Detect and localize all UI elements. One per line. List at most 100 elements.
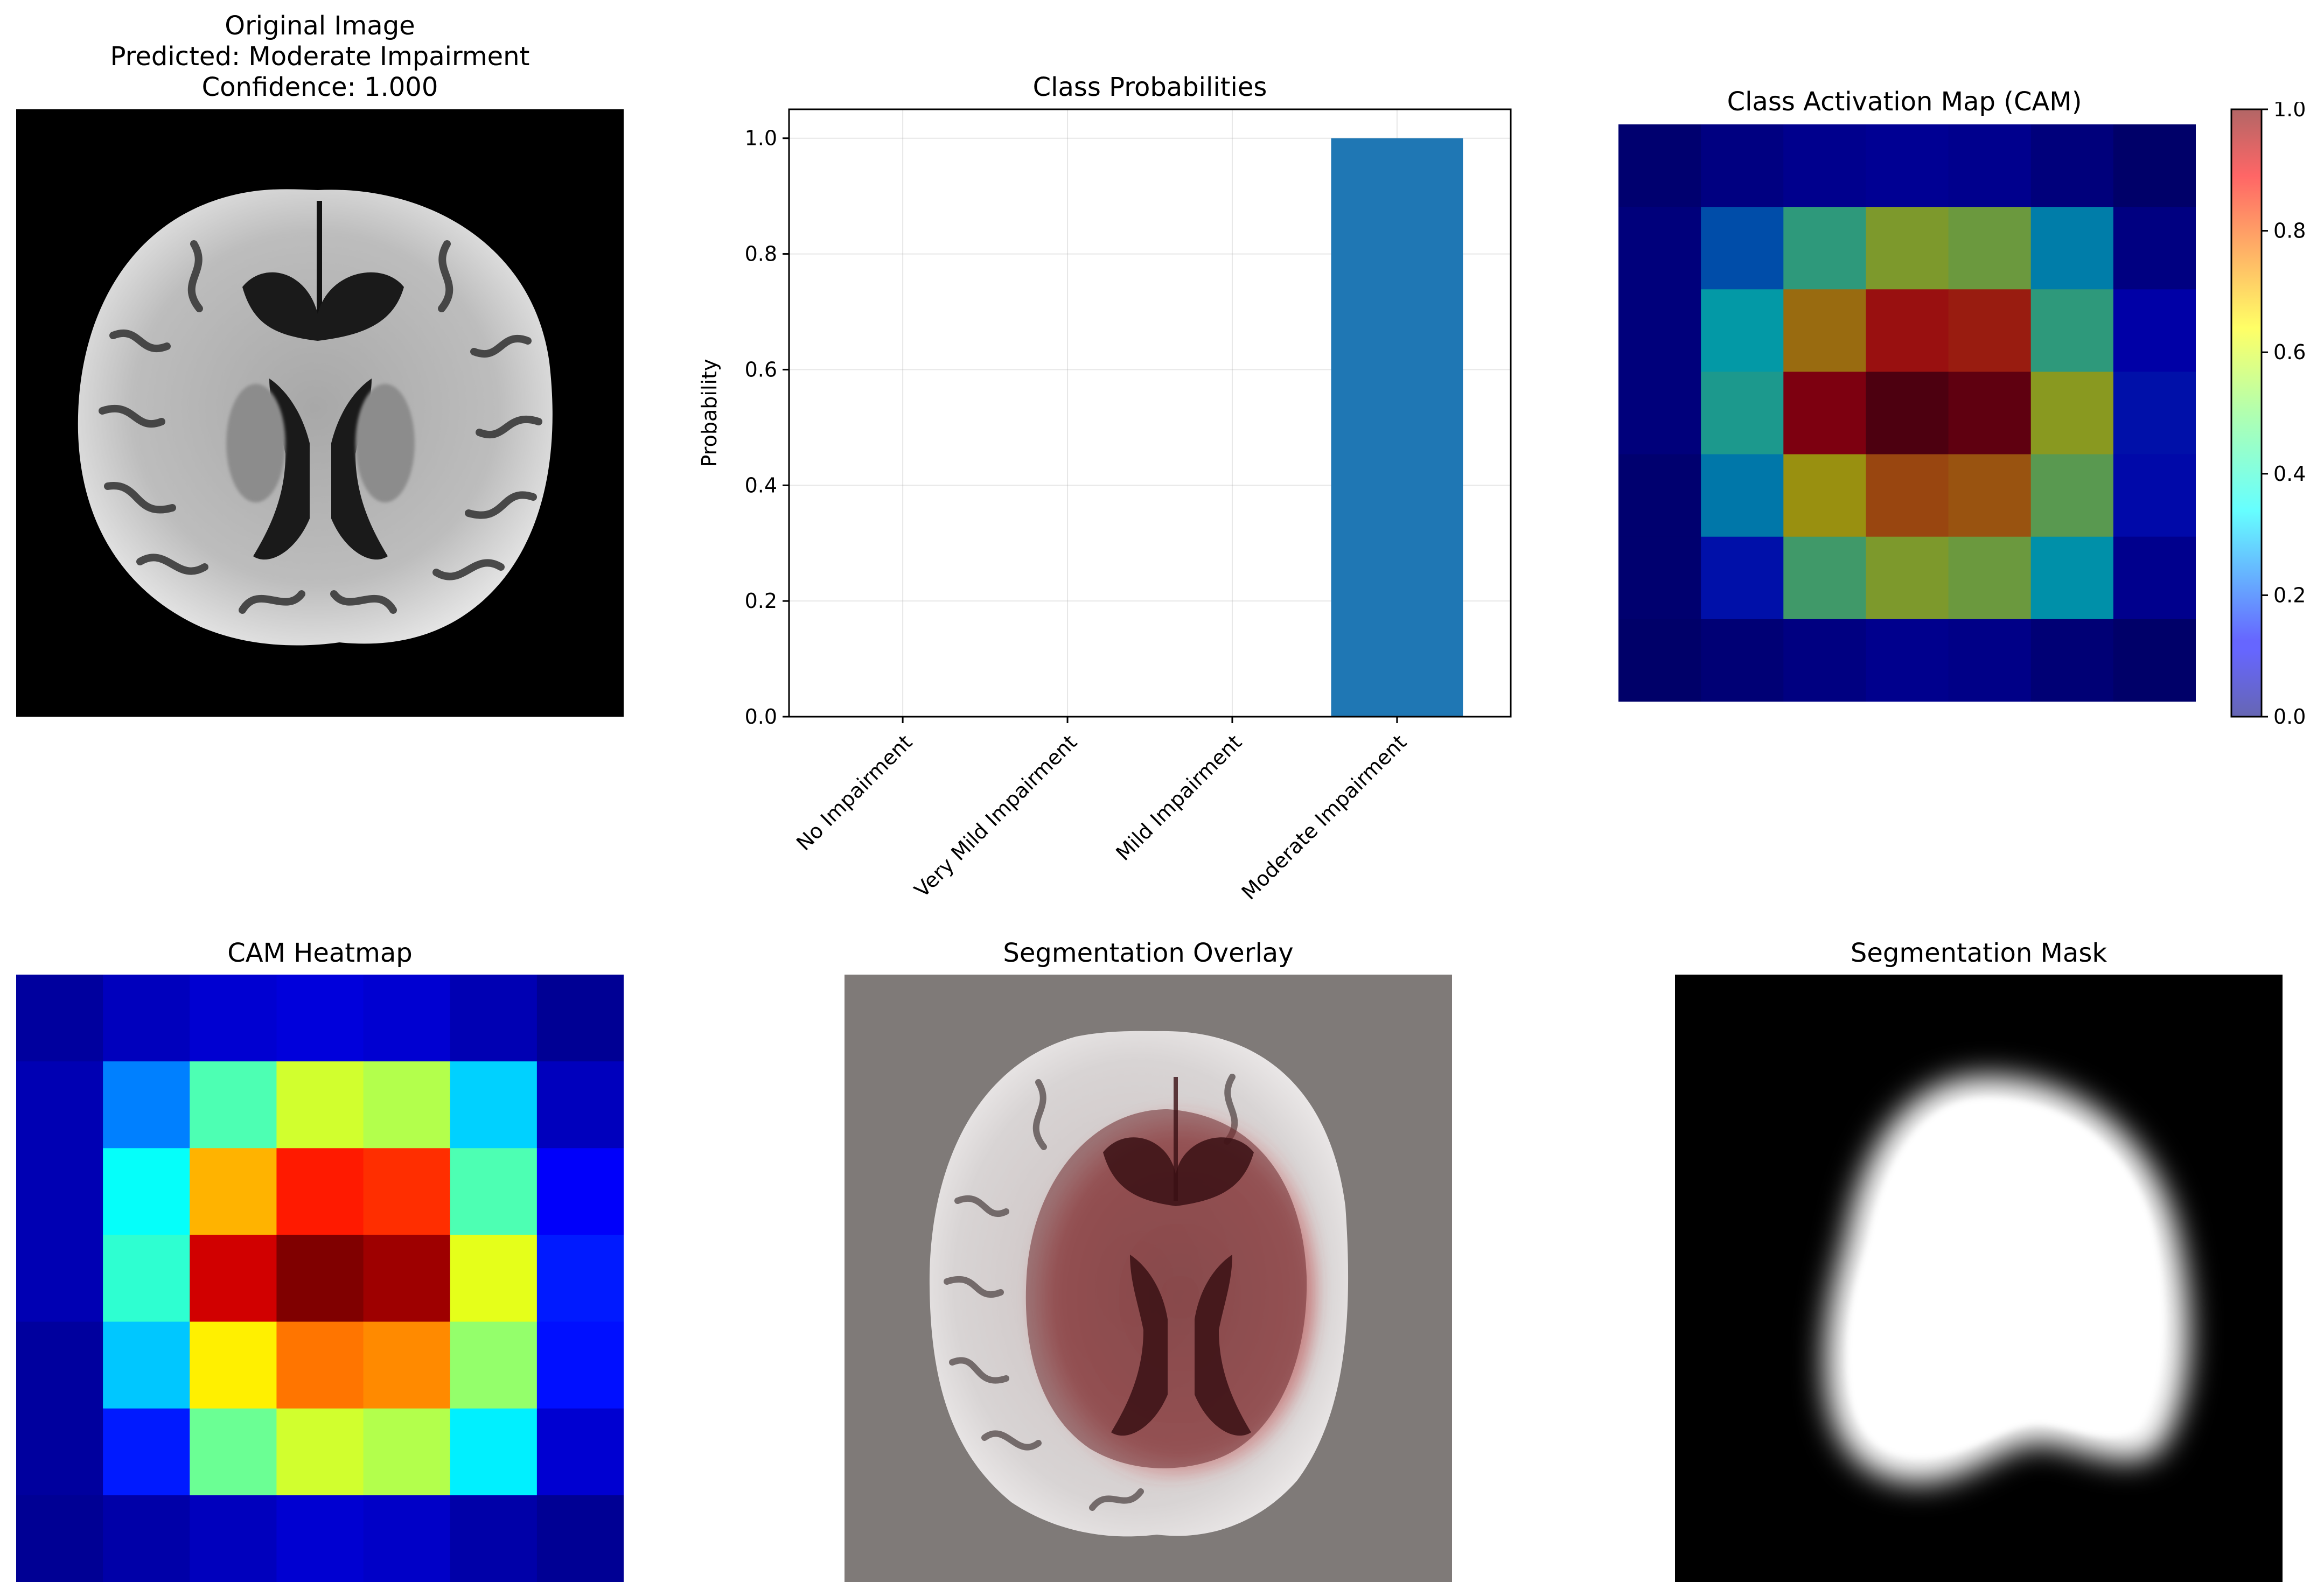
heat-cell (16, 1235, 103, 1322)
segmentation-overlay-image (845, 975, 1452, 1582)
bar-axes-frame (788, 108, 1512, 718)
heat-cell (1618, 124, 1701, 207)
heat-cell (16, 1148, 103, 1235)
heat-cell (2113, 124, 2196, 207)
cam-heatmap-image (16, 975, 624, 1582)
bar-ytick-label: 1.0 (745, 127, 777, 150)
heat-cell (1701, 372, 1784, 455)
colorbar-tick-label: 0.6 (2273, 340, 2306, 364)
heat-cell (190, 1148, 277, 1235)
original-title-line-1: Original Image (225, 11, 415, 41)
heat-cell (450, 1235, 538, 1322)
heat-cell (1701, 536, 1784, 620)
overlay-title: Segmentation Overlay (1003, 938, 1294, 968)
heat-cell (536, 1235, 624, 1322)
heat-cell (2030, 454, 2114, 537)
cam-title: Class Activation Map (CAM) (1727, 87, 2082, 117)
original-title-line-3: Confidence: 1.000 (201, 72, 438, 102)
heat-cell (1866, 289, 1949, 372)
heat-cell (103, 1495, 190, 1582)
heat-cell (1948, 372, 2032, 455)
heat-cell (1783, 536, 1866, 620)
heat-cell (363, 1321, 451, 1409)
bar-ylabel: Probability (697, 359, 721, 467)
heat-cell (536, 1148, 624, 1235)
heat-cell (190, 1321, 277, 1409)
heat-cell (1701, 289, 1784, 372)
heat-cell (16, 1321, 103, 1409)
heat-cell (1618, 289, 1701, 372)
heat-cell (103, 1148, 190, 1235)
heat-cell (276, 1235, 364, 1322)
heat-cell (1618, 619, 1701, 702)
heat-cell (103, 975, 190, 1062)
heat-cell (2113, 372, 2196, 455)
heat-cell (2113, 289, 2196, 372)
heat-cell (1783, 124, 1866, 207)
colorbar-tick-label: 0.2 (2273, 583, 2306, 607)
heat-cell (450, 1148, 538, 1235)
bar-ytick-label: 0.4 (745, 473, 777, 497)
original-mri-image (16, 109, 624, 717)
heat-cell (1866, 372, 1949, 455)
heat-cell (2030, 124, 2114, 207)
bar-moderate-impairment (1331, 138, 1463, 717)
mask-title: Segmentation Mask (1850, 938, 2107, 968)
heat-cell (2113, 536, 2196, 620)
heat-cell (16, 1495, 103, 1582)
heat-cell (536, 1321, 624, 1409)
colorbar-gradient (2231, 109, 2262, 717)
heat-cell (2113, 454, 2196, 537)
heat-cell (363, 1495, 451, 1582)
bar-ytick-label: 0.0 (745, 705, 777, 729)
colorbar-tick-label: 1.0 (2273, 102, 2306, 121)
heat-cell (190, 1061, 277, 1149)
heat-cell (1866, 207, 1949, 290)
segmentation-mask-image (1675, 975, 2283, 1582)
heat-cell (2113, 619, 2196, 702)
heatmap-title: CAM Heatmap (227, 938, 413, 968)
heat-cell (1866, 536, 1949, 620)
bar-ytick-label: 0.8 (745, 242, 777, 266)
heat-cell (1783, 619, 1866, 702)
heat-cell (1701, 619, 1784, 702)
heat-cell (2030, 289, 2114, 372)
heat-cell (1701, 124, 1784, 207)
heat-cell (450, 975, 538, 1062)
bar-xtick-label: Very Mild Impairment (910, 730, 1081, 902)
heat-cell (276, 1061, 364, 1149)
colorbar-tick-label: 0.8 (2273, 219, 2306, 243)
heat-cell (1948, 619, 2032, 702)
heat-cell (1701, 454, 1784, 537)
bar-xtick-label: Moderate Impairment (1237, 730, 1411, 904)
heat-cell (450, 1408, 538, 1496)
heat-cell (276, 1321, 364, 1409)
heat-cell (103, 1235, 190, 1322)
heat-cell (1701, 207, 1784, 290)
heat-cell (363, 975, 451, 1062)
heat-cell (1948, 289, 2032, 372)
heat-cell (1618, 207, 1701, 290)
heat-cell (536, 1495, 624, 1582)
colorbar-tick-label: 0.4 (2273, 462, 2306, 486)
probabilities-title: Class Probabilities (1032, 72, 1267, 102)
bar-ytick-label: 0.6 (745, 358, 777, 381)
bar-xtick-label: Mild Impairment (1111, 730, 1246, 865)
heat-cell (1783, 289, 1866, 372)
heat-cell (1783, 372, 1866, 455)
heat-cell (103, 1061, 190, 1149)
heat-cell (2030, 372, 2114, 455)
heat-cell (1618, 454, 1701, 537)
heat-cell (190, 1408, 277, 1496)
heat-cell (1866, 619, 1949, 702)
heat-cell (363, 1061, 451, 1149)
original-title-line-2: Predicted: Moderate Impairment (110, 41, 530, 72)
heat-cell (190, 975, 277, 1062)
heat-cell (536, 975, 624, 1062)
heat-cell (2030, 207, 2114, 290)
heat-cell (16, 1408, 103, 1496)
heat-cell (1948, 207, 2032, 290)
heat-cell (1618, 372, 1701, 455)
bar-ytick-label: 0.2 (745, 589, 777, 613)
heat-cell (1948, 124, 2032, 207)
